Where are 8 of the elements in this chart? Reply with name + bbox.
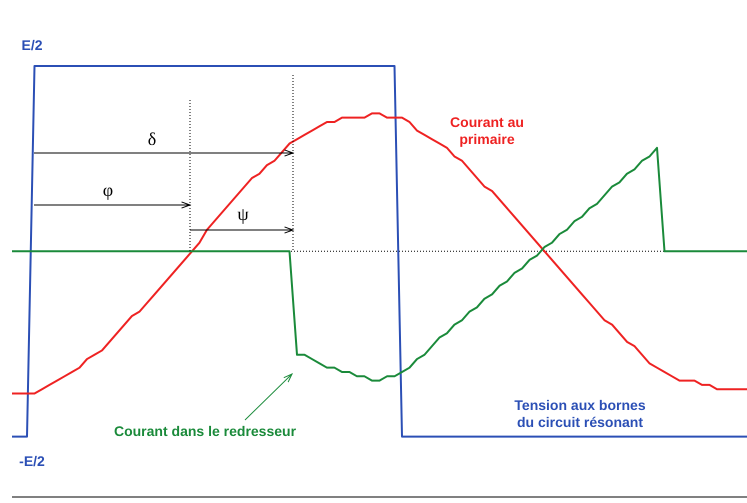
text: E/2 (21, 37, 43, 53)
annotation: Courant au primaire (450, 114, 524, 147)
annotation: -E/2 (19, 453, 46, 469)
annotation: φ (102, 180, 114, 200)
annotation: δ (148, 129, 156, 149)
annotation: ψ (237, 204, 250, 224)
annotation: Tension aux bornes du circuit résonant (514, 397, 646, 430)
annotation: Courant dans le redresseur (114, 423, 297, 439)
